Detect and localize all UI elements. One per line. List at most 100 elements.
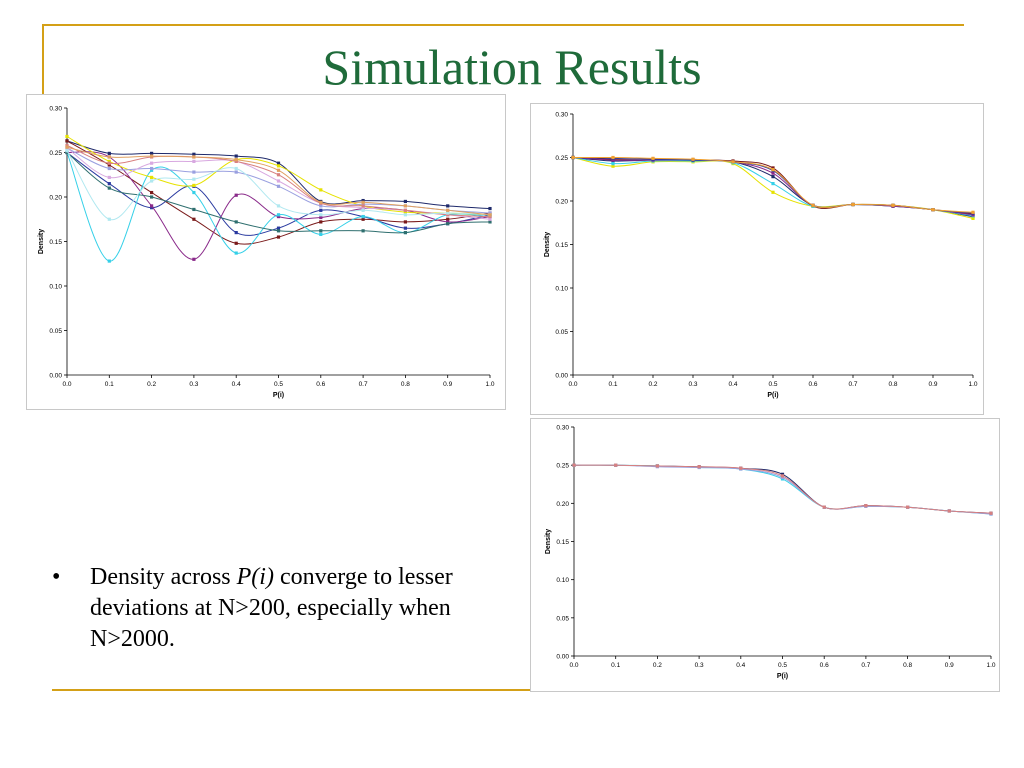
data-point bbox=[446, 220, 450, 224]
x-tick-label: 1.0 bbox=[485, 381, 494, 388]
data-point bbox=[403, 210, 407, 214]
data-point bbox=[319, 188, 323, 192]
data-point bbox=[150, 151, 154, 155]
data-point bbox=[446, 211, 450, 215]
data-point bbox=[864, 504, 868, 508]
bullet-symbol: • bbox=[52, 564, 61, 590]
y-tick-label: 0.10 bbox=[49, 284, 62, 291]
x-tick-label: 0.9 bbox=[945, 662, 954, 669]
data-point bbox=[319, 215, 323, 220]
x-tick-label: 0.9 bbox=[443, 381, 452, 388]
data-point bbox=[319, 200, 323, 204]
bullet-emphasis: P(i) bbox=[236, 564, 274, 590]
x-tick-label: 0.1 bbox=[105, 381, 114, 388]
data-point bbox=[446, 204, 450, 208]
data-point bbox=[276, 213, 281, 217]
y-tick-label: 0.00 bbox=[556, 654, 569, 661]
x-tick-label: 0.7 bbox=[848, 381, 857, 388]
x-tick-label: 0.2 bbox=[653, 662, 662, 669]
bullet-rest: converge to lesser deviations at N>200, … bbox=[90, 564, 453, 652]
data-point bbox=[65, 139, 69, 143]
data-point bbox=[150, 161, 154, 165]
data-point bbox=[150, 190, 154, 195]
data-point bbox=[65, 145, 69, 149]
data-point bbox=[771, 190, 775, 194]
data-point bbox=[361, 204, 365, 208]
data-point bbox=[361, 206, 365, 210]
density-chart-1: 0.00 0.05 0.10 0.15 0.20 0.25 0.30 0.0 0.1 0.2 0.3… bbox=[38, 106, 495, 400]
y-tick-label: 0.15 bbox=[49, 239, 62, 246]
series-line-2 bbox=[573, 464, 992, 515]
x-tick-label: 0.3 bbox=[189, 381, 198, 388]
data-point bbox=[192, 190, 196, 195]
x-tick-label: 0.0 bbox=[62, 381, 71, 388]
data-point bbox=[107, 159, 111, 163]
data-point bbox=[906, 505, 910, 509]
x-tick-label: 0.4 bbox=[736, 662, 745, 669]
y-tick-label: 0.20 bbox=[49, 195, 62, 202]
y-tick-label: 0.25 bbox=[555, 155, 568, 162]
data-point bbox=[192, 152, 196, 156]
data-point bbox=[319, 204, 323, 208]
data-point bbox=[107, 182, 111, 186]
data-point bbox=[614, 463, 618, 467]
data-point bbox=[234, 220, 238, 224]
data-point bbox=[361, 198, 365, 203]
chart-panel-1: 0.00 0.05 0.10 0.15 0.20 0.25 0.30 0.0 0.1 0.2 0.3… bbox=[26, 94, 506, 410]
data-point bbox=[65, 143, 69, 147]
data-point bbox=[446, 222, 450, 226]
data-point bbox=[771, 166, 775, 170]
x-tick-label: 0.2 bbox=[147, 381, 156, 388]
x-tick-label: 0.0 bbox=[569, 662, 578, 669]
data-point bbox=[891, 203, 895, 207]
chart-panel-3: 0.00 0.05 0.10 0.15 0.20 0.25 0.30 0.0 0.1 0.2 0.3… bbox=[530, 418, 1000, 692]
x-tick-label: 0.4 bbox=[728, 381, 737, 388]
data-point bbox=[192, 159, 196, 163]
x-axis-label: P(i) bbox=[767, 392, 778, 399]
data-point bbox=[276, 173, 281, 177]
data-point bbox=[403, 199, 407, 204]
y-tick-label: 0.15 bbox=[555, 242, 568, 249]
x-tick-label: 0.6 bbox=[808, 381, 817, 388]
series-line-6 bbox=[572, 157, 974, 214]
data-point bbox=[572, 463, 576, 467]
x-tick-label: 0.2 bbox=[648, 381, 657, 388]
slide-title: Simulation Results bbox=[322, 39, 702, 95]
x-axis-label: P(i) bbox=[777, 673, 788, 680]
data-point bbox=[446, 213, 450, 217]
data-point bbox=[971, 216, 975, 220]
x-tick-label: 0.5 bbox=[768, 381, 777, 388]
data-point bbox=[192, 170, 196, 174]
data-point bbox=[651, 156, 655, 160]
y-tick-label: 0.30 bbox=[555, 112, 568, 119]
data-point bbox=[403, 220, 407, 224]
y-tick-label: 0.30 bbox=[49, 106, 62, 113]
data-point bbox=[403, 226, 407, 230]
x-tick-label: 0.3 bbox=[695, 662, 704, 669]
x-tick-label: 0.7 bbox=[359, 381, 368, 388]
x-tick-label: 0.1 bbox=[608, 381, 617, 388]
data-point bbox=[319, 229, 323, 233]
data-point bbox=[697, 465, 701, 469]
data-point bbox=[739, 466, 743, 470]
data-point bbox=[276, 168, 281, 172]
series-line-5 bbox=[572, 157, 974, 216]
x-tick-label: 0.6 bbox=[316, 381, 325, 388]
data-point bbox=[192, 177, 196, 181]
data-point bbox=[403, 204, 407, 208]
data-point bbox=[65, 134, 69, 139]
x-tick-label: 0.7 bbox=[861, 662, 870, 669]
data-point bbox=[488, 214, 492, 219]
data-point bbox=[446, 208, 450, 212]
data-point bbox=[192, 155, 196, 159]
x-tick-label: 0.4 bbox=[232, 381, 241, 388]
data-point bbox=[731, 160, 735, 164]
data-point bbox=[822, 505, 826, 509]
data-point bbox=[150, 204, 154, 208]
data-point bbox=[780, 474, 785, 478]
data-point bbox=[150, 154, 154, 158]
data-point bbox=[971, 210, 975, 214]
data-point bbox=[611, 161, 615, 166]
data-point bbox=[611, 155, 615, 160]
x-tick-label: 0.5 bbox=[274, 381, 283, 388]
